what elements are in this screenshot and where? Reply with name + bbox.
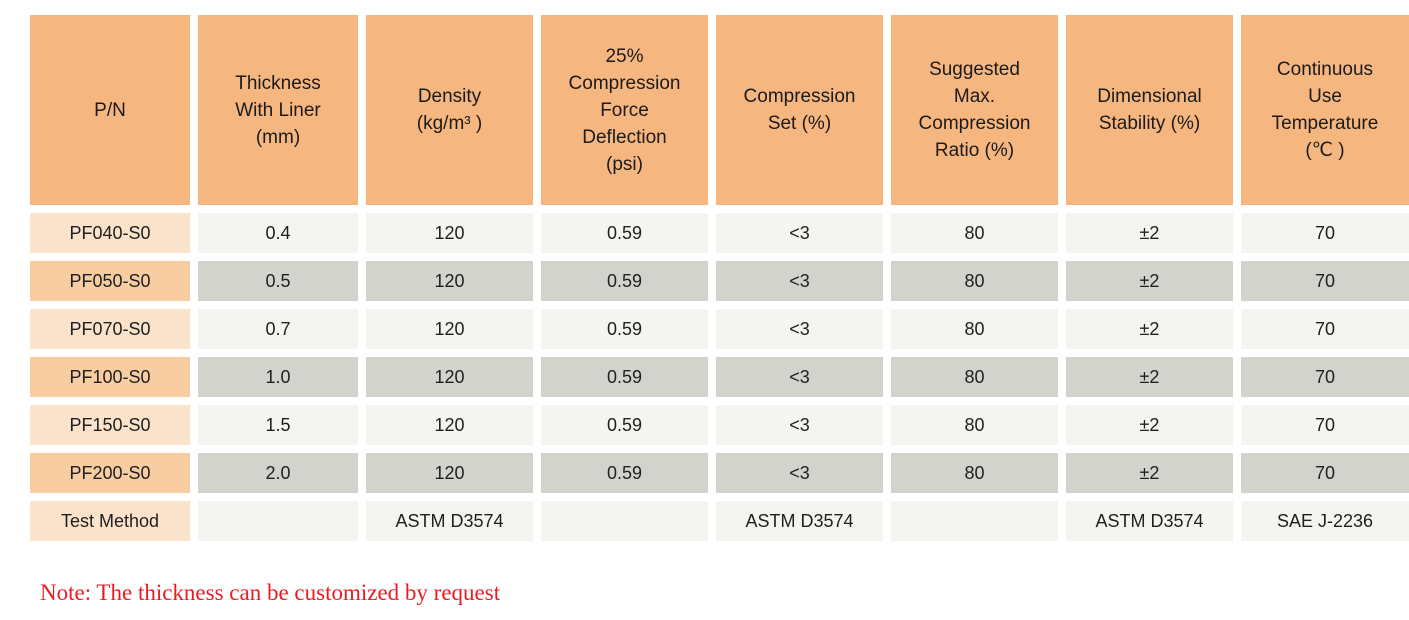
cell-dimensional-stability: ±2 bbox=[1066, 405, 1233, 445]
cell-dimensional-stability: ±2 bbox=[1066, 453, 1233, 493]
cell-continuous-use-temperature: 70 bbox=[1241, 453, 1409, 493]
cell-density: 120 bbox=[366, 357, 533, 397]
table-row: Test Method ASTM D3574 ASTM D3574 ASTM D357… bbox=[30, 501, 1409, 541]
cell-compression-set: <3 bbox=[716, 453, 883, 493]
cell-compression-set: <3 bbox=[716, 261, 883, 301]
cell-suggested-max-compression-ratio: 80 bbox=[891, 405, 1058, 445]
cell-suggested-max-compression-ratio: 80 bbox=[891, 357, 1058, 397]
table-row: PF040-S0 0.4 120 0.59 <3 80 ±2 70 bbox=[30, 213, 1409, 253]
cell-suggested-max-compression-ratio: 80 bbox=[891, 261, 1058, 301]
cell-dimensional-stability: ±2 bbox=[1066, 309, 1233, 349]
cell-dimensional-stability: ASTM D3574 bbox=[1066, 501, 1233, 541]
cell-thickness-with-liner: 0.4 bbox=[198, 213, 358, 253]
cell-thickness-with-liner: 2.0 bbox=[198, 453, 358, 493]
cell-pn: PF150-S0 bbox=[30, 405, 190, 445]
cell-density: 120 bbox=[366, 309, 533, 349]
cell-density: 120 bbox=[366, 213, 533, 253]
cell-pn: PF200-S0 bbox=[30, 453, 190, 493]
cell-continuous-use-temperature: 70 bbox=[1241, 213, 1409, 253]
table-row: PF200-S0 2.0 120 0.59 <3 80 ±2 70 bbox=[30, 453, 1409, 493]
column-header-pn: P/N bbox=[30, 15, 190, 205]
table-row: PF070-S0 0.7 120 0.59 <3 80 ±2 70 bbox=[30, 309, 1409, 349]
cell-thickness-with-liner bbox=[198, 501, 358, 541]
cell-continuous-use-temperature: SAE J-2236 bbox=[1241, 501, 1409, 541]
cell-suggested-max-compression-ratio: 80 bbox=[891, 309, 1058, 349]
cell-compression-set: <3 bbox=[716, 213, 883, 253]
cell-dimensional-stability: ±2 bbox=[1066, 261, 1233, 301]
cell-pn: PF050-S0 bbox=[30, 261, 190, 301]
cell-pn: PF100-S0 bbox=[30, 357, 190, 397]
cell-density: 120 bbox=[366, 453, 533, 493]
cell-suggested-max-compression-ratio bbox=[891, 501, 1058, 541]
spec-table: P/N Thickness With Liner (mm) Density (kg/… bbox=[30, 15, 1409, 549]
cell-compression-force-deflection: 0.59 bbox=[541, 453, 708, 493]
cell-pn: PF070-S0 bbox=[30, 309, 190, 349]
table-body: PF040-S0 0.4 120 0.59 <3 80 ±2 70 PF050-S0 0.5 120… bbox=[30, 213, 1409, 541]
cell-density: ASTM D3574 bbox=[366, 501, 533, 541]
cell-compression-force-deflection: 0.59 bbox=[541, 357, 708, 397]
cell-compression-force-deflection: 0.59 bbox=[541, 261, 708, 301]
cell-compression-force-deflection: 0.59 bbox=[541, 309, 708, 349]
column-header-continuous-use-temperature: Continuous Use Temperature (℃ ) bbox=[1241, 15, 1409, 205]
cell-compression-force-deflection: 0.59 bbox=[541, 405, 708, 445]
cell-compression-force-deflection bbox=[541, 501, 708, 541]
cell-thickness-with-liner: 1.5 bbox=[198, 405, 358, 445]
cell-suggested-max-compression-ratio: 80 bbox=[891, 213, 1058, 253]
cell-thickness-with-liner: 0.7 bbox=[198, 309, 358, 349]
note-text: Note: The thickness can be customized by… bbox=[40, 580, 501, 605]
cell-pn: PF040-S0 bbox=[30, 213, 190, 253]
table-row: PF150-S0 1.5 120 0.59 <3 80 ±2 70 bbox=[30, 405, 1409, 445]
column-header-compression-set: Compression Set (%) bbox=[716, 15, 883, 205]
cell-dimensional-stability: ±2 bbox=[1066, 213, 1233, 253]
table-header-row: P/N Thickness With Liner (mm) Density (kg/… bbox=[30, 15, 1409, 205]
cell-continuous-use-temperature: 70 bbox=[1241, 261, 1409, 301]
cell-suggested-max-compression-ratio: 80 bbox=[891, 453, 1058, 493]
cell-continuous-use-temperature: 70 bbox=[1241, 309, 1409, 349]
table-row: PF050-S0 0.5 120 0.59 <3 80 ±2 70 bbox=[30, 261, 1409, 301]
column-header-density: Density (kg/m³ ) bbox=[366, 15, 533, 205]
cell-continuous-use-temperature: 70 bbox=[1241, 357, 1409, 397]
cell-density: 120 bbox=[366, 261, 533, 301]
cell-compression-set: <3 bbox=[716, 405, 883, 445]
cell-compression-set: <3 bbox=[716, 357, 883, 397]
cell-compression-set: <3 bbox=[716, 309, 883, 349]
cell-compression-set: ASTM D3574 bbox=[716, 501, 883, 541]
column-header-suggested-max-compression-ratio: Suggested Max. Compression Ratio (%) bbox=[891, 15, 1058, 205]
table-row: PF100-S0 1.0 120 0.59 <3 80 ±2 70 bbox=[30, 357, 1409, 397]
column-header-thickness-with-liner: Thickness With Liner (mm) bbox=[198, 15, 358, 205]
cell-thickness-with-liner: 1.0 bbox=[198, 357, 358, 397]
column-header-dimensional-stability: Dimensional Stability (%) bbox=[1066, 15, 1233, 205]
cell-continuous-use-temperature: 70 bbox=[1241, 405, 1409, 445]
cell-thickness-with-liner: 0.5 bbox=[198, 261, 358, 301]
cell-compression-force-deflection: 0.59 bbox=[541, 213, 708, 253]
cell-dimensional-stability: ±2 bbox=[1066, 357, 1233, 397]
cell-density: 120 bbox=[366, 405, 533, 445]
column-header-compression-force-deflection: 25% Compression Force Deflection (psi) bbox=[541, 15, 708, 205]
cell-pn: Test Method bbox=[30, 501, 190, 541]
